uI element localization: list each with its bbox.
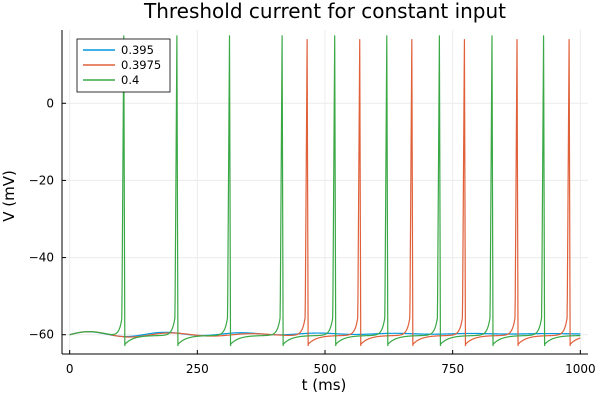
legend-label-2: 0.4 — [121, 73, 139, 87]
y-tick-label: −20 — [29, 173, 54, 187]
chart-title: Threshold current for constant input — [143, 0, 506, 23]
y-tick-label: 0 — [46, 96, 54, 110]
legend-label-1: 0.3975 — [121, 58, 161, 72]
legend-box — [76, 38, 171, 93]
x-tick-label: 1000 — [565, 362, 596, 376]
y-tick-label: −60 — [29, 328, 54, 342]
x-tick-label: 250 — [186, 362, 209, 376]
plot-lines — [69, 35, 581, 347]
x-tick-label: 0 — [66, 362, 74, 376]
x-tick-label: 750 — [441, 362, 464, 376]
ticks: 0 250 500 750 1000 −60 −40 −20 0 — [29, 96, 596, 376]
x-axis-label: t (ms) — [302, 376, 347, 394]
y-axis-label: V (mV) — [0, 170, 18, 222]
legend-label-0: 0.395 — [121, 43, 154, 57]
y-tick-label: −40 — [29, 251, 54, 265]
x-tick-label: 500 — [314, 362, 337, 376]
series-line-0 — [69, 331, 581, 338]
series-line-1 — [69, 39, 581, 347]
series-line-2 — [69, 35, 581, 347]
